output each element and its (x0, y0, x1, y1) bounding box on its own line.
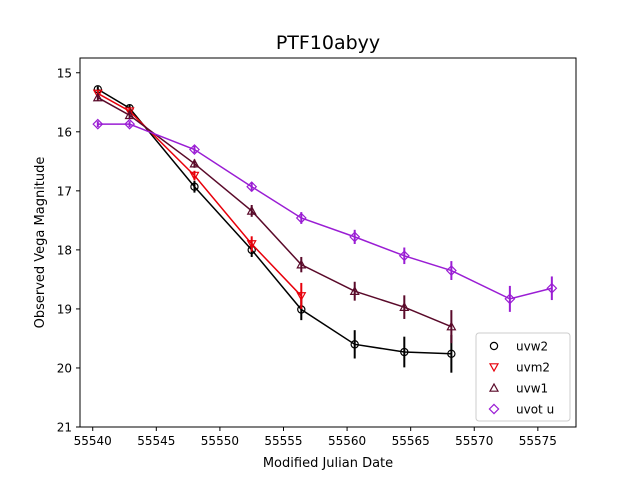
series-line (97, 88, 452, 355)
data-point (446, 321, 457, 331)
data-point (296, 259, 307, 269)
series-line (97, 123, 553, 300)
data-point (504, 293, 516, 305)
y-tick-label: 15 (57, 66, 72, 80)
data-point (546, 282, 558, 294)
legend-marker (488, 403, 500, 415)
y-tick-label: 17 (57, 184, 72, 198)
data-point (398, 250, 410, 262)
x-tick-label: 55545 (137, 434, 175, 448)
legend-marker (488, 382, 500, 392)
legend-marker (488, 363, 500, 373)
x-tick-label: 55540 (74, 434, 112, 448)
data-point (189, 144, 200, 155)
y-tick-label: 20 (57, 361, 72, 375)
plot-frame (79, 57, 577, 428)
data-point (124, 118, 136, 130)
data-point (92, 92, 103, 102)
x-tick-label: 55560 (328, 434, 366, 448)
x-axis-label: Modified Julian Date (263, 456, 393, 471)
data-point (350, 340, 359, 349)
legend-marker (489, 341, 499, 351)
data-point (447, 349, 456, 358)
legend-box (475, 332, 571, 422)
y-tick-label: 18 (57, 243, 72, 257)
data-point (400, 347, 409, 357)
legend-label: uvw2 (516, 340, 548, 354)
x-tick-label: 55575 (519, 434, 557, 448)
data-point (296, 292, 307, 302)
data-point (124, 107, 135, 117)
y-axis-label: Observed Vega Magnitude (33, 157, 48, 329)
data-point (399, 301, 410, 311)
data-point (445, 265, 457, 276)
series-line (97, 96, 452, 328)
y-axis: 15 16 17 18 19 20 21 (57, 66, 80, 435)
data-point (349, 231, 361, 243)
data-point (124, 110, 135, 120)
series-uvm2 (92, 89, 307, 309)
x-axis: 55540 55545 55550 55555 55560 55565 55570 55575 (74, 427, 557, 448)
y-tick-label: 16 (57, 125, 72, 139)
chart-title: PTF10abyy (276, 32, 380, 54)
y-tick-label: 19 (57, 302, 72, 316)
legend-label: uvw1 (516, 382, 548, 396)
data-point (190, 182, 199, 191)
legend-label: uvot u (516, 403, 554, 417)
series-uvot-u (92, 118, 558, 312)
legend-label: uvm2 (516, 361, 550, 375)
data-point (189, 171, 200, 181)
data-point (246, 205, 257, 215)
data-point (295, 212, 307, 224)
data-point (189, 158, 200, 168)
data-point (246, 240, 257, 250)
x-tick-label: 55570 (455, 434, 493, 448)
y-tick-label: 21 (57, 421, 72, 435)
x-tick-label: 55550 (201, 434, 239, 448)
x-tick-label: 55565 (392, 434, 430, 448)
series-uvw1 (92, 92, 457, 344)
data-point (92, 118, 104, 130)
data-point (246, 181, 258, 193)
plot-area (92, 85, 558, 373)
data-point (349, 285, 360, 296)
data-point (92, 89, 103, 99)
x-tick-label: 55555 (264, 434, 302, 448)
legend: uvw2 uvm2 uvw1 uvot u (475, 332, 571, 422)
